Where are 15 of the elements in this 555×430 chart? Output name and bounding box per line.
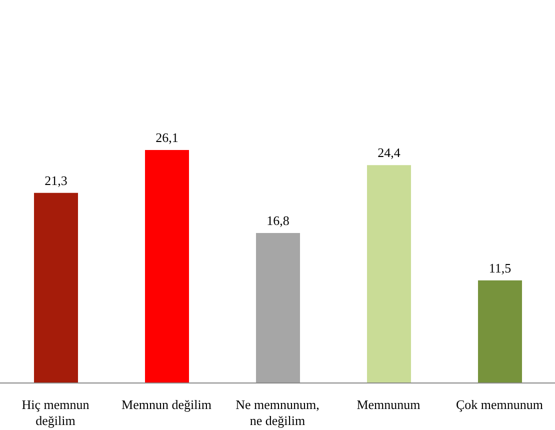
bar: [256, 233, 300, 383]
data-label: 26,1: [156, 130, 178, 145]
data-label: 16,8: [266, 213, 290, 228]
bar: [34, 192, 78, 383]
x-tick-label: Memnunum: [356, 397, 420, 412]
x-tick-label: Çok memnunum: [456, 397, 544, 412]
bar: [367, 165, 411, 383]
data-label: 21,3: [44, 172, 68, 188]
data-label: 11,5: [488, 260, 512, 276]
x-tick-label: Hiç memnun değilim: [22, 397, 90, 428]
x-tick-label: Ne memnunum, ne değilim: [236, 397, 320, 428]
data-label: 24,4: [378, 145, 401, 160]
bar: [478, 280, 522, 383]
x-tick-label: Memnun değilim: [122, 397, 212, 412]
bar: [145, 150, 189, 383]
